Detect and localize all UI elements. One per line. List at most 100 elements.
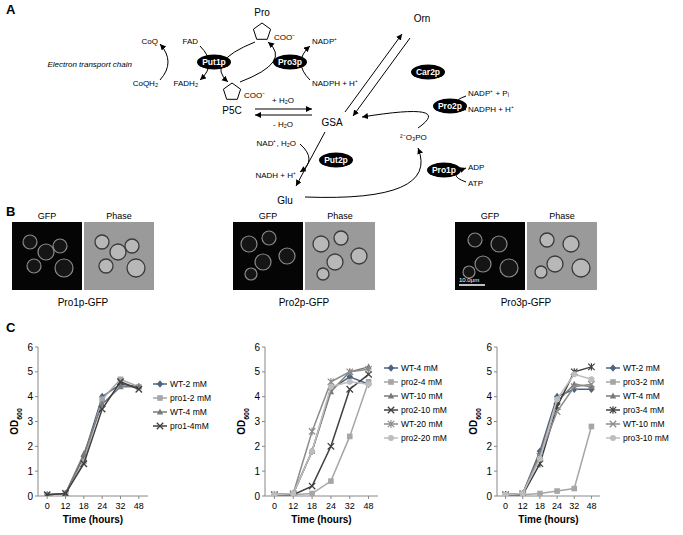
metabolite: P5C	[222, 105, 241, 116]
y-tick-label: 6	[486, 342, 492, 353]
enzyme-oval	[197, 55, 231, 70]
legend-label: WT-10 mM	[623, 419, 665, 429]
y-tick	[35, 446, 38, 447]
panel-label: A	[6, 2, 16, 17]
legend-label: WT-4 mM	[623, 391, 660, 401]
cell	[38, 244, 54, 260]
marker	[502, 491, 508, 496]
marker	[271, 492, 277, 496]
y-tick	[35, 371, 38, 372]
arrow	[300, 144, 309, 172]
enzyme-oval	[411, 65, 445, 80]
legend-label: pro3-4 mM	[623, 405, 664, 415]
x-tick	[138, 496, 139, 499]
legend-entry: pro1-2 mM	[153, 393, 211, 403]
x-tick-label: 12	[60, 501, 70, 511]
marker	[388, 364, 394, 372]
x-tick-label: 18	[79, 501, 89, 511]
channel-header: Phase	[549, 211, 575, 221]
plot-data	[271, 363, 372, 496]
y-tick	[494, 496, 497, 497]
y-tick-label: 1	[254, 466, 260, 477]
cofactor: NADPH + H⁺	[312, 79, 358, 88]
arrow	[160, 44, 168, 80]
marker	[388, 435, 394, 441]
marker	[520, 490, 526, 496]
legend-label: pro2-20 mM	[401, 433, 447, 443]
legend-entry: WT-2 mM	[153, 379, 207, 389]
marker	[271, 491, 277, 496]
y-tick-label: 5	[254, 366, 260, 377]
marker	[571, 486, 577, 492]
arrow	[353, 38, 410, 116]
marker	[81, 461, 87, 467]
marker	[588, 376, 594, 382]
y-tick	[262, 471, 265, 472]
x-tick-label: 48	[364, 501, 374, 511]
arrow	[305, 148, 421, 197]
marker	[62, 490, 68, 496]
cofactor: CoQH₂	[133, 79, 158, 88]
marker	[502, 491, 508, 496]
x-tick	[591, 496, 592, 499]
x-tick-label: 18	[307, 501, 317, 511]
y-tick	[35, 421, 38, 422]
legend-label: WT-2 mM	[170, 379, 207, 389]
caption: Pro3p-GFP	[501, 297, 552, 308]
arrow	[362, 112, 429, 128]
x-tick	[120, 496, 121, 499]
marker	[520, 491, 526, 496]
y-tick-label: 2	[27, 441, 33, 452]
series-line	[274, 377, 368, 495]
cell	[547, 256, 563, 272]
y-tick-label: 3	[27, 416, 33, 427]
marker	[503, 492, 509, 496]
y-tick	[262, 347, 265, 348]
series-line	[506, 374, 592, 494]
y-axis-label-subscript: 600	[243, 408, 250, 420]
legend-label: pro3-10 mM	[623, 433, 669, 443]
marker	[554, 396, 560, 402]
x-axis	[38, 496, 148, 497]
marker	[157, 423, 163, 429]
gfp-image	[455, 222, 525, 290]
marker	[272, 492, 278, 496]
cell	[500, 259, 518, 277]
marker	[328, 384, 334, 390]
x-tick	[574, 496, 575, 499]
marker	[388, 392, 394, 398]
y-tick	[494, 471, 497, 472]
legend-label: WT-2 mM	[623, 363, 660, 373]
marker	[537, 456, 543, 462]
marker	[610, 392, 616, 398]
series-line	[274, 367, 368, 495]
legend-entry: WT-4 mM	[153, 407, 207, 417]
arrow	[255, 115, 312, 116]
marker	[365, 366, 371, 373]
marker	[62, 490, 68, 496]
cofactor: ADP	[468, 163, 484, 172]
scale-bar	[459, 284, 485, 286]
series-line	[506, 384, 592, 495]
legend-label: WT-4 mM	[401, 363, 438, 373]
cell	[95, 235, 109, 249]
enzyme: Put2p	[324, 155, 348, 165]
micrographs: GFPPhasePro1p-GFPGFPPhasePro2p-GFPGFPPha…	[12, 211, 597, 308]
y-tick	[35, 471, 38, 472]
x-axis	[497, 496, 600, 497]
y-tick	[262, 421, 265, 422]
x-tick-label: 48	[586, 501, 596, 511]
enzyme: Put1p	[202, 57, 226, 67]
legend-label: pro2-10 mM	[401, 405, 447, 415]
x-tick	[522, 496, 523, 499]
cell	[27, 259, 41, 273]
cell	[279, 248, 295, 264]
series-line	[274, 374, 368, 494]
cell	[53, 239, 67, 253]
y-axis-label: OD600	[9, 408, 23, 435]
series-line	[506, 389, 592, 495]
marker	[589, 424, 595, 430]
legend-label: pro3-2 mM	[623, 377, 664, 387]
arrow	[255, 109, 312, 110]
cell	[99, 259, 113, 273]
